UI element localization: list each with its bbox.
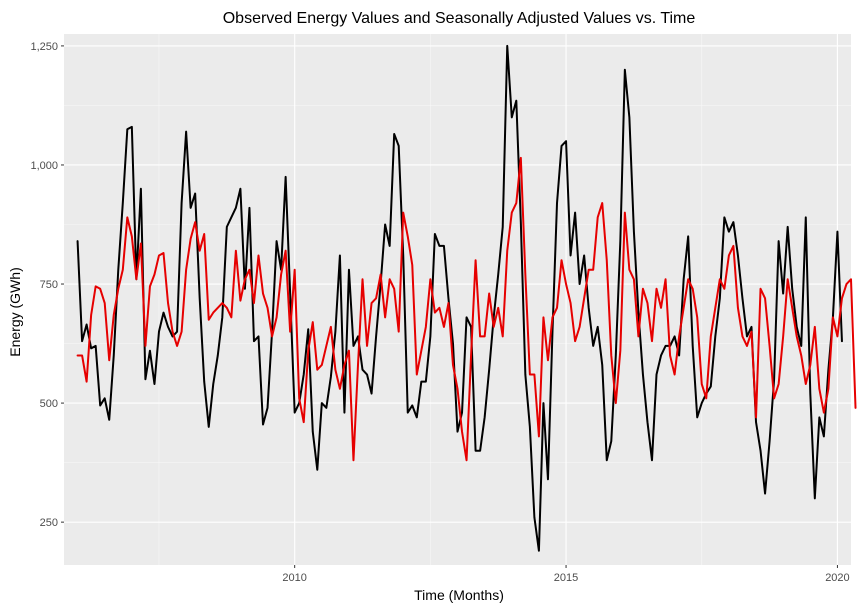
y-tick-label: 1,250 [30,41,58,53]
y-axis: 250 500 750 1,000 1,250 [30,41,64,529]
x-tick-label: 2010 [282,572,306,584]
x-tick-label: 2015 [554,572,578,584]
series-line-observed [76,44,843,552]
series-line-adjusted [76,156,857,462]
y-tick-label: 1,000 [30,160,58,172]
x-axis-label: Time (Months) [414,587,504,603]
y-tick-label: 750 [40,279,58,291]
x-tick-label: 2020 [825,572,849,584]
y-tick-label: 500 [40,398,58,410]
x-axis: 2010 2015 2020 [282,565,850,584]
chart-title: Observed Energy Values and Seasonally Ad… [223,10,696,27]
series-layer [76,44,857,552]
y-tick-label: 250 [40,517,58,529]
plot-panel [64,34,851,565]
y-axis-label: Energy (GWh) [7,267,23,356]
